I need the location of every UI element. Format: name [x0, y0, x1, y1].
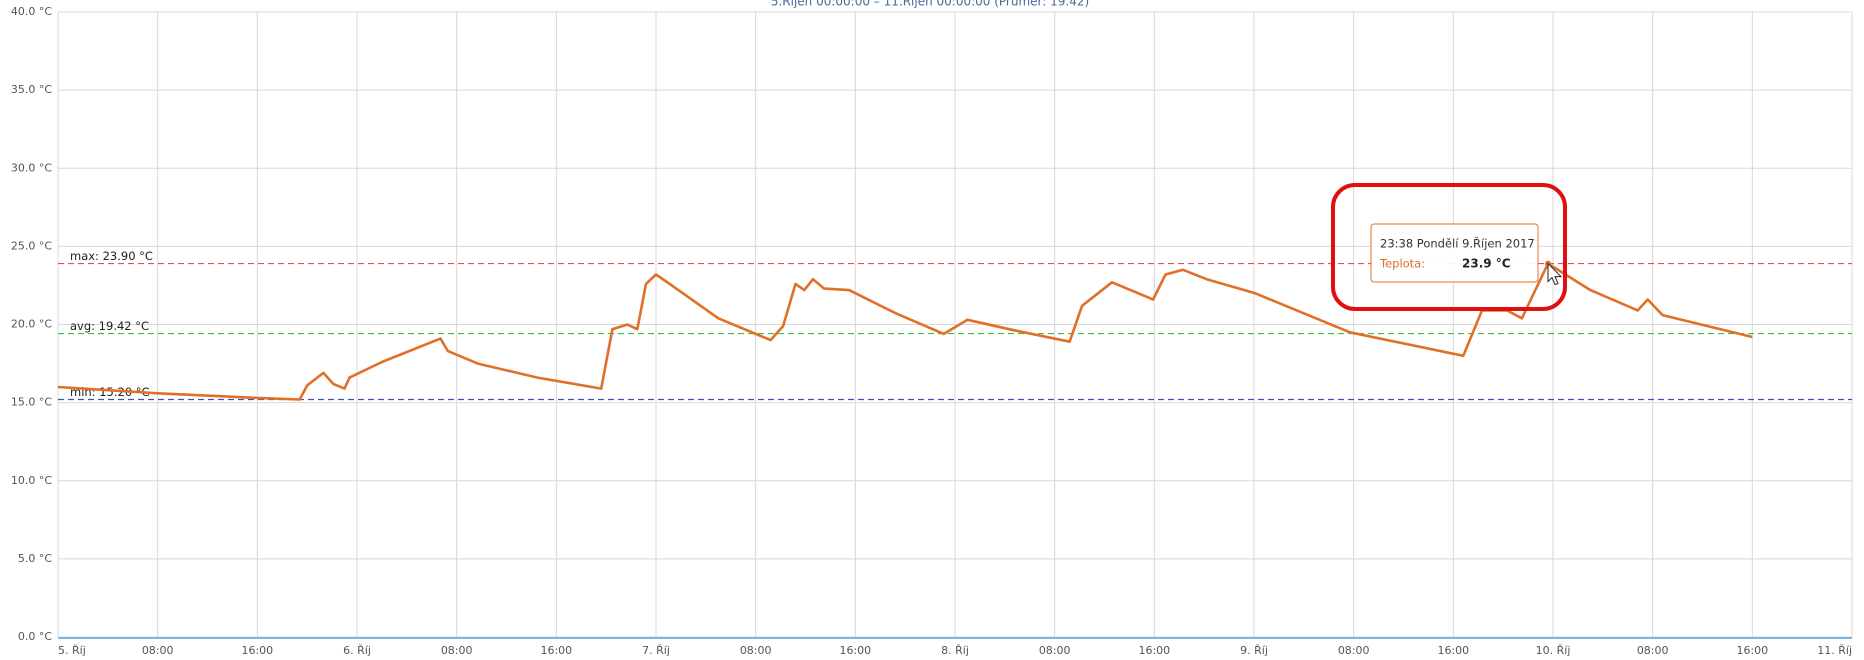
y-tick-label: 10.0 °C [11, 474, 52, 487]
x-tick-label: 10. Říj [1536, 644, 1571, 657]
y-tick-label: 35.0 °C [11, 83, 52, 96]
x-tick-label: 11. Říj [1817, 644, 1852, 657]
x-tick-label: 16:00 [540, 644, 572, 657]
y-tick-label: 25.0 °C [11, 239, 52, 252]
y-tick-label: 40.0 °C [11, 5, 52, 18]
reference-label: max: 23.90 °C [70, 249, 153, 263]
tooltip-box [1370, 223, 1539, 283]
tooltip-time: 23:38 Pondělí 9.Říjen 2017 [1380, 236, 1535, 251]
data-line [57, 262, 1753, 401]
x-tick-label: 08:00 [1338, 644, 1370, 657]
y-tick-label: 5.0 °C [18, 552, 52, 565]
highlight-box [1331, 183, 1567, 311]
x-tick-label: 6. Říj [343, 644, 371, 657]
y-tick-label: 20.0 °C [11, 318, 52, 331]
reference-label: avg: 19.42 °C [70, 319, 149, 333]
x-tick-label: 5. Říj [58, 644, 86, 657]
x-tick-label: 08:00 [142, 644, 174, 657]
x-tick-label: 16:00 [241, 644, 273, 657]
tooltip-label: Teplota: [1379, 257, 1425, 271]
x-tick-label: 16:00 [1437, 644, 1469, 657]
x-tick-label: 16:00 [1138, 644, 1170, 657]
x-tick-label: 9. Říj [1240, 644, 1268, 657]
x-tick-label: 7. Říj [642, 644, 670, 657]
x-tick-label: 16:00 [1736, 644, 1768, 657]
x-tick-label: 08:00 [1039, 644, 1071, 657]
chart-title: 5.Říjen 00:00:00 – 11.Říjen 00:00:00 (Pr… [771, 0, 1089, 9]
tooltip: 23:38 Pondělí 9.Říjen 2017 Teplota: 23.9 °… [1370, 223, 1539, 283]
y-tick-label: 15.0 °C [11, 396, 52, 409]
y-tick-label: 30.0 °C [11, 161, 52, 174]
x-tick-label: 08:00 [441, 644, 473, 657]
cursor [1547, 262, 1563, 286]
y-tick-label: 0.0 °C [18, 630, 52, 643]
x-tick-label: 16:00 [839, 644, 871, 657]
x-tick-label: 08:00 [1637, 644, 1669, 657]
x-tick-label: 8. Říj [941, 644, 969, 657]
x-tick-label: 08:00 [740, 644, 772, 657]
tooltip-value: 23.9 °C [1462, 257, 1511, 271]
